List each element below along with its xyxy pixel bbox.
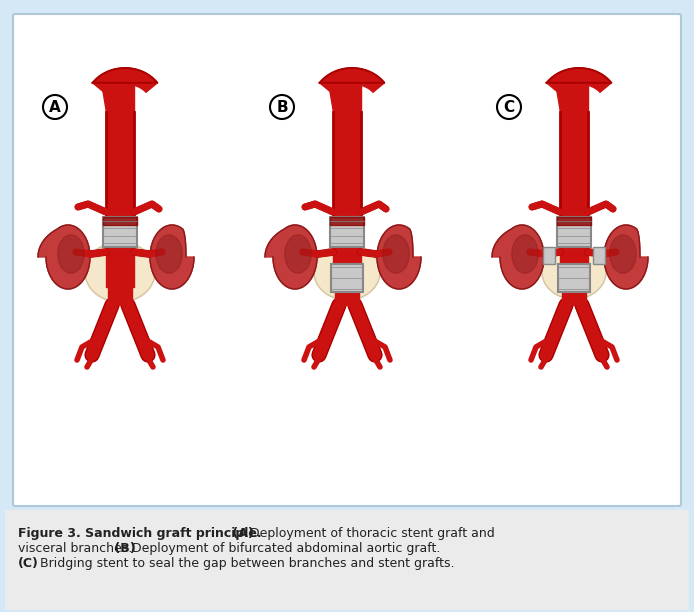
Polygon shape — [38, 225, 90, 289]
Text: Deployment of bifurcated abdominal aortic graft.: Deployment of bifurcated abdominal aorti… — [128, 542, 441, 555]
Polygon shape — [542, 245, 606, 299]
Polygon shape — [92, 68, 158, 92]
Polygon shape — [320, 68, 384, 92]
Polygon shape — [383, 235, 409, 273]
Polygon shape — [58, 235, 84, 273]
Text: Figure 3. Sandwich graft principle.: Figure 3. Sandwich graft principle. — [18, 527, 262, 540]
Text: visceral branches.: visceral branches. — [18, 542, 133, 555]
Text: B: B — [276, 100, 288, 114]
Polygon shape — [604, 225, 648, 289]
Text: (A): (A) — [228, 527, 254, 540]
Circle shape — [497, 95, 521, 119]
Bar — [593, 247, 605, 264]
Polygon shape — [610, 235, 636, 273]
Polygon shape — [150, 225, 194, 289]
Polygon shape — [155, 235, 183, 273]
Bar — [330, 217, 364, 247]
FancyBboxPatch shape — [5, 10, 689, 512]
Circle shape — [43, 95, 67, 119]
Polygon shape — [547, 68, 611, 92]
Bar — [558, 264, 590, 292]
Polygon shape — [377, 225, 421, 289]
Text: (C): (C) — [18, 557, 39, 570]
Text: (B): (B) — [110, 542, 135, 555]
Bar — [103, 217, 137, 247]
Polygon shape — [511, 235, 539, 273]
Text: Deployment of thoracic stent graft and: Deployment of thoracic stent graft and — [246, 527, 495, 540]
FancyBboxPatch shape — [5, 510, 689, 610]
Bar — [557, 217, 591, 247]
Polygon shape — [492, 225, 544, 289]
Bar — [331, 264, 363, 292]
Text: C: C — [503, 100, 514, 114]
Circle shape — [270, 95, 294, 119]
Polygon shape — [314, 244, 380, 300]
FancyBboxPatch shape — [13, 14, 681, 506]
Polygon shape — [85, 242, 155, 302]
Polygon shape — [285, 235, 311, 273]
Polygon shape — [265, 225, 317, 289]
Bar — [543, 247, 555, 264]
Text: A: A — [49, 100, 61, 114]
Text: Bridging stent to seal the gap between branches and stent grafts.: Bridging stent to seal the gap between b… — [36, 557, 455, 570]
